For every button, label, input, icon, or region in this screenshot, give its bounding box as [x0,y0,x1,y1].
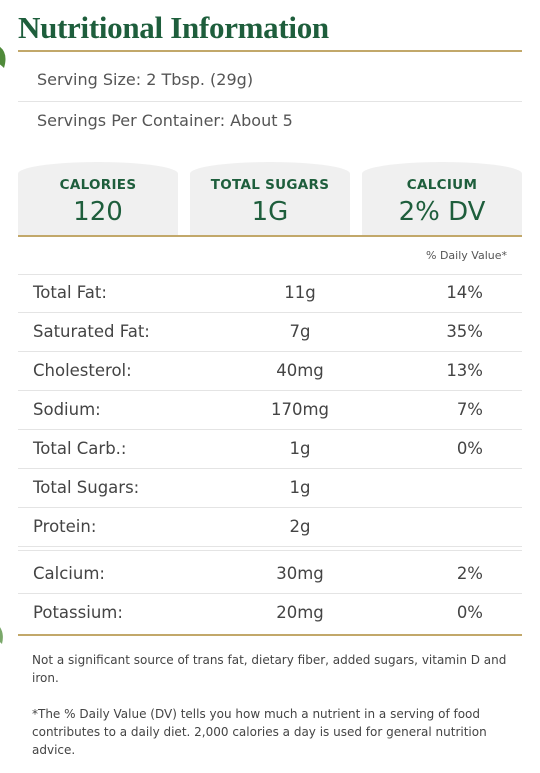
highlight-value: 1G [251,197,289,227]
divider [18,468,522,469]
nutrient-daily-value: 0% [456,603,483,622]
nutrient-amount: 40mg [276,361,324,380]
nutrient-amount: 1g [289,478,311,497]
servings-per-container: Servings Per Container: About 5 [37,111,293,130]
nutrient-amount: 30mg [276,564,324,583]
nutrient-daily-value: 0% [456,439,483,458]
nutrient-name: Calcium: [33,564,105,583]
nutrient-daily-value: 14% [446,283,483,302]
highlight-value: 2% DV [398,197,486,227]
nutrient-name: Saturated Fat: [33,322,150,341]
nutrient-amount: 20mg [276,603,324,622]
nutrient-daily-value: 2% [456,564,483,583]
highlight-card: TOTAL SUGARS 1G [190,162,350,235]
nutrient-daily-value: 35% [446,322,483,341]
divider [18,235,522,237]
highlight-card: CALCIUM 2% DV [362,162,522,235]
leaf-decoration [0,627,3,644]
nutrient-name: Total Sugars: [33,478,140,497]
highlight-card: CALORIES 120 [18,162,178,235]
divider [18,634,522,636]
divider [18,50,522,52]
nutrient-amount: 1g [289,439,311,458]
divider [18,312,522,313]
leaf-decoration [0,46,6,68]
divider [18,101,522,102]
highlight-label: CALORIES [59,177,137,193]
divider [18,429,522,430]
divider [18,351,522,352]
nutrient-name: Protein: [33,517,97,536]
nutrient-name: Potassium: [33,603,123,622]
nutrient-name: Sodium: [33,400,101,419]
highlight-value: 120 [73,197,123,227]
nutrient-daily-value: 13% [446,361,483,380]
highlight-label: CALCIUM [406,177,478,193]
title: Nutritional Information [18,10,329,45]
divider [18,546,522,547]
footnote: *The % Daily Value (DV) tells you how mu… [32,707,487,757]
daily-value-header: % Daily Value* [426,249,507,262]
divider [18,390,522,391]
highlight-label: TOTAL SUGARS [210,177,330,193]
nutrient-daily-value: 7% [456,400,483,419]
divider [18,274,522,275]
nutrient-amount: 7g [289,322,311,341]
nutrient-amount: 2g [289,517,311,536]
footnote: Not a significant source of trans fat, d… [32,653,507,685]
divider [18,593,522,594]
divider [18,550,522,551]
nutrient-name: Total Carb.: [33,439,127,458]
nutrient-name: Cholesterol: [33,361,132,380]
nutrient-amount: 170mg [270,400,330,419]
nutrient-amount: 11g [284,283,316,302]
divider [18,507,522,508]
serving-size: Serving Size: 2 Tbsp. (29g) [37,70,254,89]
nutrient-name: Total Fat: [33,283,107,302]
